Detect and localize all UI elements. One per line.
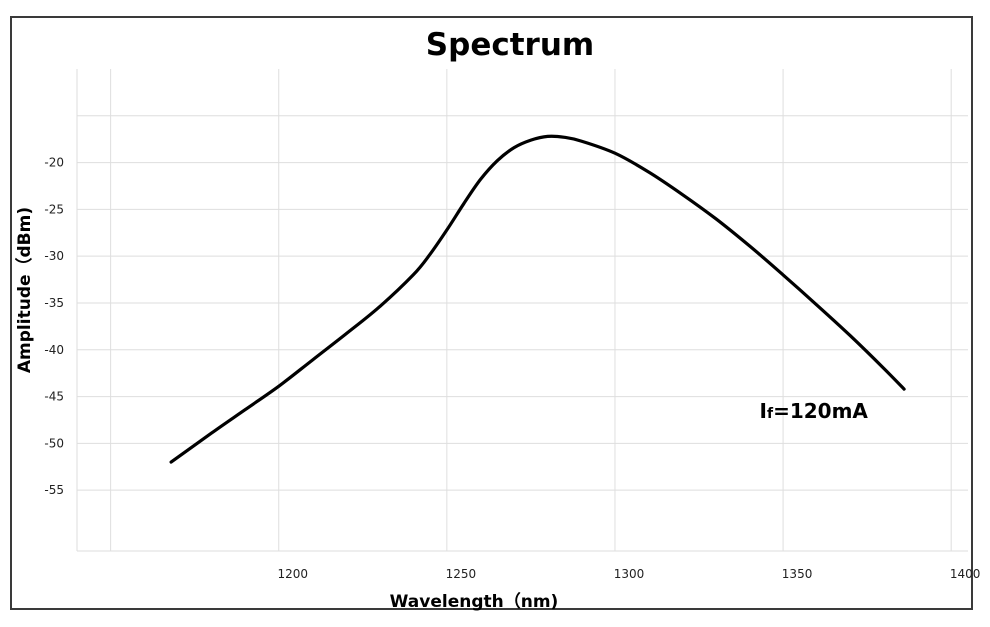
x-tick-label: 1300 xyxy=(614,567,645,581)
x-tick-label: 1200 xyxy=(277,567,308,581)
x-axis-label: Wavelength（nm) xyxy=(390,591,559,612)
x-tick-label: 1400 xyxy=(950,567,981,581)
y-tick-label: -20 xyxy=(44,156,64,170)
plot-area xyxy=(77,69,968,551)
x-tick-label: 1350 xyxy=(782,567,813,581)
y-axis-ticks: -20 -25 -30 -35 -40 -45 -50 -55 xyxy=(44,156,64,498)
annotation-subscript: f xyxy=(767,406,774,422)
y-tick-label: -45 xyxy=(44,390,64,404)
y-tick-label: -40 xyxy=(44,343,64,357)
x-tick-label: 1250 xyxy=(446,567,477,581)
y-tick-label: -35 xyxy=(44,296,64,310)
series-line xyxy=(169,134,906,464)
grid xyxy=(76,69,968,552)
y-tick-label: -55 xyxy=(44,483,64,497)
y-tick-label: -50 xyxy=(44,436,64,450)
chart-title: Spectrum xyxy=(426,27,594,63)
y-axis-label: Amplitude（dBm) xyxy=(14,207,35,373)
y-tick-label: -25 xyxy=(44,202,64,216)
current-annotation: If=120mA xyxy=(760,399,869,423)
annotation-value: =120mA xyxy=(773,399,868,423)
y-tick-label: -30 xyxy=(44,249,64,263)
annotation-main: I xyxy=(760,399,767,423)
x-axis-ticks: 1200 1250 1300 1350 1400 xyxy=(277,567,980,581)
